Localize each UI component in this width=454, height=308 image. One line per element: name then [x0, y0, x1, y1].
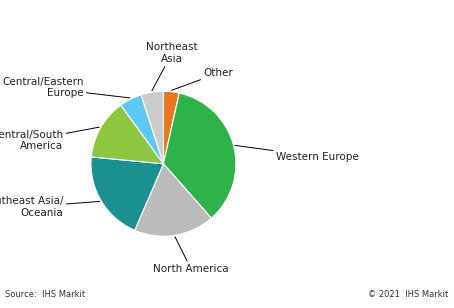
Text: World consumption  of biodiesel and renewable diesel—2020: World consumption of biodiesel and renew… [5, 11, 454, 26]
Text: Source:  IHS Markit: Source: IHS Markit [5, 290, 85, 299]
Wedge shape [141, 91, 163, 164]
Wedge shape [91, 105, 163, 164]
Wedge shape [121, 95, 163, 164]
Text: Southeast Asia/
Oceania: Southeast Asia/ Oceania [0, 197, 100, 218]
Text: © 2021  IHS Markit: © 2021 IHS Markit [368, 290, 449, 299]
Wedge shape [163, 93, 236, 218]
Wedge shape [91, 157, 163, 230]
Wedge shape [135, 164, 212, 236]
Wedge shape [163, 91, 179, 164]
Text: North America: North America [153, 237, 229, 274]
Text: Northeast
Asia: Northeast Asia [146, 42, 198, 91]
Text: Other: Other [172, 68, 233, 90]
Text: Central/Eastern
Europe: Central/Eastern Europe [2, 77, 130, 99]
Text: Central/South
America: Central/South America [0, 127, 99, 152]
Text: Western Europe: Western Europe [235, 145, 359, 161]
